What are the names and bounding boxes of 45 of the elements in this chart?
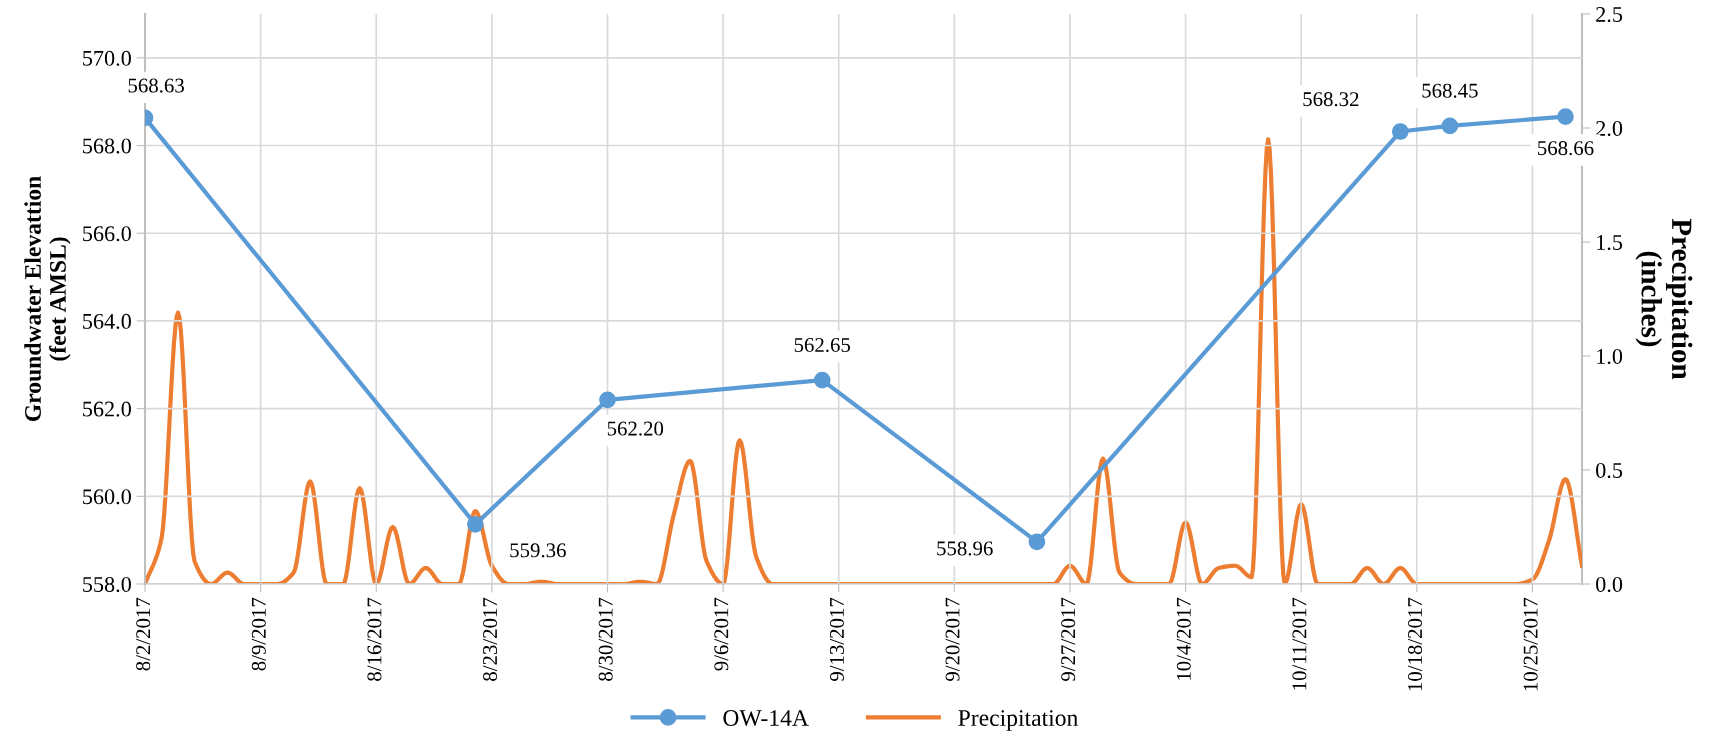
x-tick-label: 8/2/2017 xyxy=(136,597,151,671)
legend-label: Precipitation xyxy=(958,710,1078,731)
point xyxy=(1441,117,1459,135)
data-label: 568.45 xyxy=(1422,83,1478,98)
point xyxy=(1028,533,1046,551)
legend-label: OW-14A xyxy=(723,710,809,727)
y2-tick-label: 0.0 xyxy=(1596,576,1623,593)
point xyxy=(599,391,616,409)
y-tick-label: 564.0 xyxy=(83,313,131,329)
y-tick-label: 568.0 xyxy=(83,138,131,154)
point xyxy=(1557,108,1574,125)
x-tick-label: 9/6/2017 xyxy=(714,597,729,671)
point xyxy=(1391,123,1409,140)
x-tick-label: 9/27/2017 xyxy=(1061,597,1076,682)
x-tick-label: 10/11/2017 xyxy=(1292,597,1307,690)
x-tick-label: 10/25/2017 xyxy=(1523,597,1538,691)
x-tick-label: 8/9/2017 xyxy=(251,597,266,671)
y-tick-label: 562.0 xyxy=(83,401,131,417)
point xyxy=(467,516,484,533)
x-tick-label: 8/16/2017 xyxy=(367,597,382,681)
y-axis-title: Groundwater Elevattion (feet AMSL) xyxy=(24,176,71,422)
y2-tick-label: 1.5 xyxy=(1597,235,1623,251)
y-tick-label: 558.0 xyxy=(83,576,131,593)
data-label: 558.96 xyxy=(937,541,993,556)
x-tick-label: 10/18/2017 xyxy=(1407,597,1423,691)
data-label: 562.20 xyxy=(607,421,664,436)
data-label: 568.66 xyxy=(1538,141,1594,156)
x-tick-label: 8/23/2017 xyxy=(483,597,498,681)
y2-axis-title: Precipitation (inches) xyxy=(1635,218,1693,380)
data-label: 559.36 xyxy=(510,543,566,558)
x-tick-label: 9/20/2017 xyxy=(945,597,960,682)
x-tick-label: 8/30/2017 xyxy=(598,597,613,681)
y2-tick-label: 1.0 xyxy=(1597,348,1623,365)
y-tick-label: 560.0 xyxy=(83,489,131,505)
y-tick-label: 566.0 xyxy=(83,226,131,242)
y2-tick-label: 0.5 xyxy=(1596,462,1623,479)
point xyxy=(813,371,831,389)
x-tick-label: 10/4/2017 xyxy=(1176,597,1191,680)
y-tick-label: 570.0 xyxy=(83,50,131,66)
x-tick-label: 9/13/2017 xyxy=(829,597,844,682)
data-label: 562.65 xyxy=(794,338,851,353)
y2-tick-label: 2.0 xyxy=(1596,120,1623,137)
y2-tick-label: 2.5 xyxy=(1596,6,1623,23)
data-label: 568.32 xyxy=(1303,92,1359,107)
data-label: 568.63 xyxy=(128,78,184,93)
